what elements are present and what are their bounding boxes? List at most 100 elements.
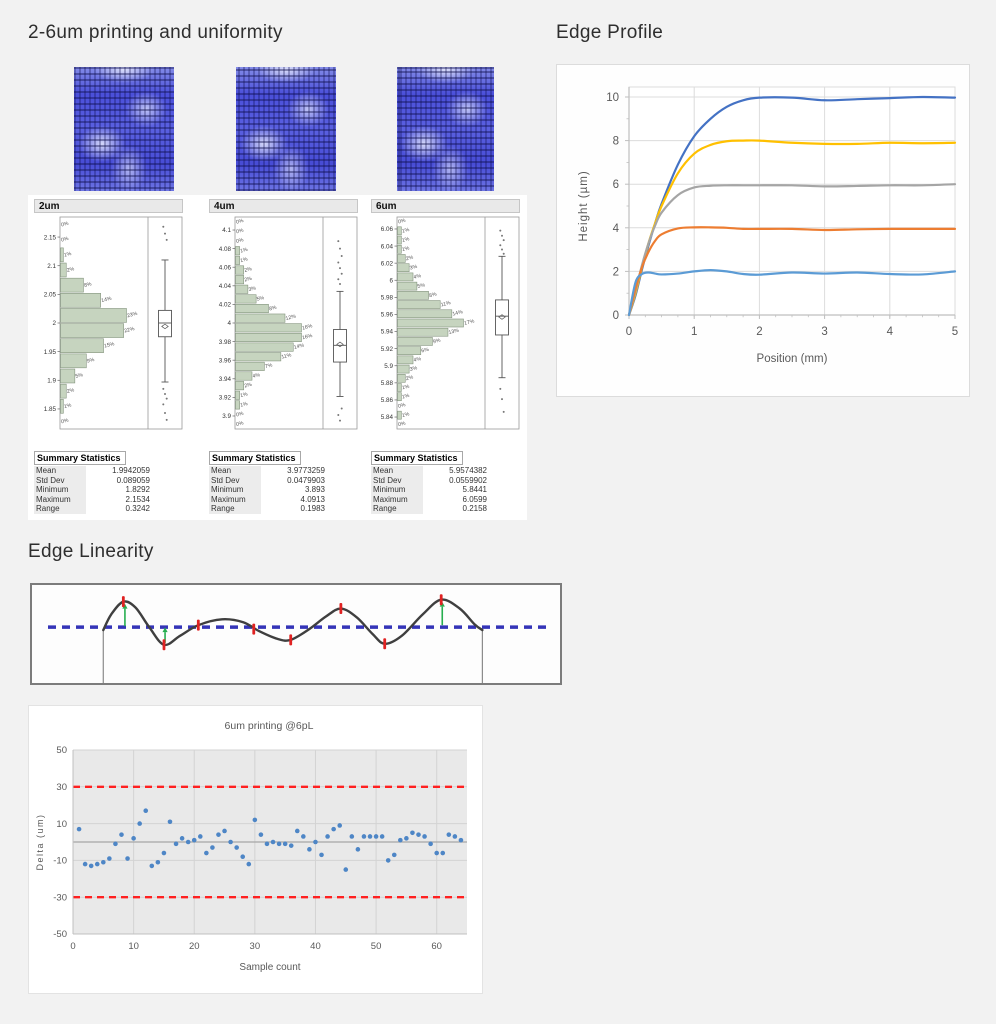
print-sample-image-2um bbox=[74, 67, 174, 191]
summary-stat-row: Std Dev 0.089059 bbox=[34, 475, 160, 486]
svg-text:4: 4 bbox=[887, 326, 894, 338]
svg-text:11%: 11% bbox=[281, 352, 293, 360]
svg-text:9%: 9% bbox=[432, 338, 441, 346]
stat-label: Maximum bbox=[371, 494, 423, 505]
svg-text:Delta (um): Delta (um) bbox=[35, 813, 45, 870]
stat-label: Std Dev bbox=[34, 475, 86, 486]
svg-text:14%: 14% bbox=[101, 296, 113, 304]
svg-text:1%: 1% bbox=[401, 411, 410, 419]
svg-text:17%: 17% bbox=[464, 318, 476, 326]
svg-text:1%: 1% bbox=[240, 256, 249, 264]
svg-text:2%: 2% bbox=[405, 374, 414, 382]
svg-text:0%: 0% bbox=[61, 221, 70, 229]
svg-text:1.85: 1.85 bbox=[44, 406, 57, 413]
svg-text:2: 2 bbox=[613, 266, 619, 278]
summary-stat-row: Mean 5.9574382 bbox=[371, 466, 497, 476]
stat-value: 0.0479903 bbox=[287, 475, 325, 485]
svg-text:6: 6 bbox=[613, 179, 619, 191]
summary-stat-row: Std Dev 0.0479903 bbox=[209, 475, 335, 486]
svg-text:5.86: 5.86 bbox=[381, 397, 394, 404]
svg-text:0%: 0% bbox=[61, 418, 70, 426]
stat-label: Mean bbox=[209, 466, 261, 476]
svg-text:0%: 0% bbox=[236, 218, 245, 226]
summary-statistics-header: Summary Statistics bbox=[209, 451, 301, 465]
svg-text:4%: 4% bbox=[413, 273, 422, 281]
svg-text:13%: 13% bbox=[448, 328, 460, 336]
svg-text:4%: 4% bbox=[413, 356, 422, 364]
delta-scatter-chart: 6um printing @6pL 50 30 10 -10 -30 -500 10 20 30 4… bbox=[35, 720, 467, 973]
svg-text:30: 30 bbox=[250, 941, 261, 952]
svg-text:1%: 1% bbox=[63, 251, 72, 259]
summary-stat-row: Range 0.3242 bbox=[34, 504, 160, 514]
svg-text:5.84: 5.84 bbox=[381, 414, 394, 421]
svg-text:5%: 5% bbox=[75, 372, 84, 380]
panel-label-2um: 2um bbox=[34, 199, 183, 213]
stat-value: 0.089059 bbox=[116, 475, 150, 485]
svg-text:8: 8 bbox=[613, 136, 619, 148]
stat-value: 5.9574382 bbox=[449, 466, 487, 475]
svg-text:3: 3 bbox=[821, 326, 827, 338]
summary-stat-row: Maximum 4.0913 bbox=[209, 494, 335, 505]
histogram-boxplot-2um: 2.15 2.1 2.05 2 1.95 1.9 1.85 0% 0% 1% 2% 8% 14% 23% 2… bbox=[44, 216, 183, 430]
svg-text:8%: 8% bbox=[83, 281, 92, 289]
stat-label: Minimum bbox=[209, 485, 261, 495]
svg-text:5%: 5% bbox=[256, 295, 265, 303]
svg-text:2%: 2% bbox=[66, 387, 75, 395]
svg-text:5.96: 5.96 bbox=[381, 312, 394, 319]
uniformity-stats-panel: 2um 2.15 2.1 2.05 2 1.95 1.9 1.85 0% 0% 1% 2% 8% 14%… bbox=[28, 195, 527, 520]
svg-text:3.98: 3.98 bbox=[219, 339, 232, 346]
print-sample-image-4um bbox=[236, 67, 336, 191]
histogram-boxplot-4um: 4.1 4.08 4.06 4.04 4.02 4 3.98 3.96 3.94 3.92 3.9 0… bbox=[219, 216, 358, 430]
svg-text:1%: 1% bbox=[240, 401, 249, 409]
svg-text:50: 50 bbox=[371, 941, 382, 952]
histogram-boxplot-6um: 6.06 6.04 6.02 6 5.98 5.96 5.94 5.92 5.9 5.88 5.86… bbox=[381, 216, 520, 430]
summary-stat-row: Mean 3.9773259 bbox=[209, 466, 335, 476]
svg-text:0%: 0% bbox=[398, 402, 407, 410]
svg-text:-30: -30 bbox=[53, 892, 67, 903]
section-title-uniformity: 2-6um printing and uniformity bbox=[28, 22, 283, 43]
stat-value: 3.9773259 bbox=[287, 466, 325, 475]
svg-text:1: 1 bbox=[691, 326, 697, 338]
svg-text:6um printing @6pL: 6um printing @6pL bbox=[225, 720, 314, 732]
svg-text:1%: 1% bbox=[401, 384, 410, 392]
edge-linearity-diagram bbox=[48, 594, 548, 683]
svg-text:Height (µm): Height (µm) bbox=[578, 170, 590, 241]
svg-text:40: 40 bbox=[310, 941, 321, 952]
svg-text:6: 6 bbox=[389, 277, 393, 284]
stat-label: Std Dev bbox=[209, 475, 261, 486]
edge-profile-chart: 0 2 4 6 8 10 0 1 2 3 4 5 Height (µm) Position (mm) bbox=[578, 86, 958, 365]
svg-text:2%: 2% bbox=[244, 382, 253, 390]
svg-text:5.9: 5.9 bbox=[384, 363, 393, 370]
summary-stat-row: Range 0.1983 bbox=[209, 504, 335, 514]
svg-text:2%: 2% bbox=[244, 266, 253, 274]
stats-column-2um: 2um 2.15 2.1 2.05 2 1.95 1.9 1.85 0% 0% 1% 2% 8% 14%… bbox=[34, 199, 186, 514]
svg-text:1%: 1% bbox=[401, 227, 410, 235]
svg-text:2: 2 bbox=[756, 326, 762, 338]
svg-text:6.04: 6.04 bbox=[381, 243, 394, 250]
svg-text:0%: 0% bbox=[398, 218, 407, 226]
stats-column-6um: 6um 6.06 6.04 6.02 6 5.98 5.96 5.94 5.92 5.9 5.88… bbox=[371, 199, 523, 514]
svg-text:1%: 1% bbox=[63, 402, 72, 410]
svg-text:4: 4 bbox=[227, 320, 231, 327]
summary-stat-row: Minimum 1.8292 bbox=[34, 485, 160, 495]
svg-text:0%: 0% bbox=[236, 420, 245, 428]
panel-label-4um: 4um bbox=[209, 199, 358, 213]
svg-text:6%: 6% bbox=[421, 347, 430, 355]
svg-text:1%: 1% bbox=[401, 393, 410, 401]
stat-label: Maximum bbox=[34, 494, 86, 505]
svg-text:15%: 15% bbox=[104, 341, 116, 349]
stat-label: Std Dev bbox=[371, 475, 423, 486]
svg-text:6.02: 6.02 bbox=[381, 260, 394, 267]
stat-value: 2.1534 bbox=[125, 494, 150, 504]
svg-text:5.98: 5.98 bbox=[381, 295, 394, 302]
summary-stat-row: Maximum 2.1534 bbox=[34, 494, 160, 505]
svg-text:2.1: 2.1 bbox=[47, 263, 56, 270]
stat-label: Range bbox=[209, 504, 261, 514]
print-sample-image-6um bbox=[397, 67, 494, 191]
svg-text:1%: 1% bbox=[401, 236, 410, 244]
stat-value: 0.1983 bbox=[300, 504, 325, 514]
svg-text:6.06: 6.06 bbox=[381, 226, 394, 233]
svg-text:4.02: 4.02 bbox=[219, 302, 232, 309]
summary-stat-row: Minimum 5.8441 bbox=[371, 485, 497, 495]
